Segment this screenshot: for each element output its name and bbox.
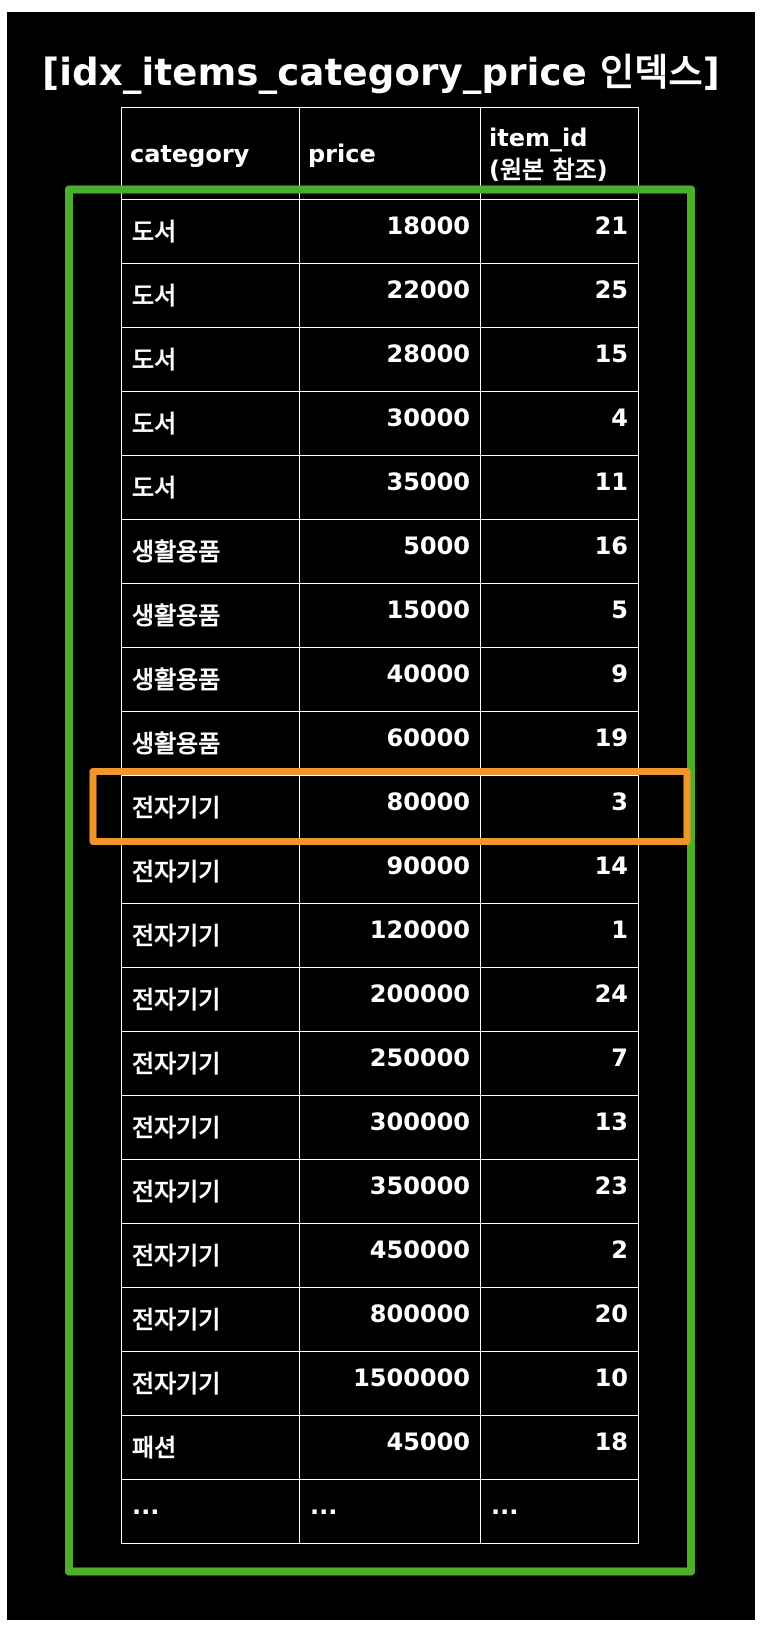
table-row: 도서 30000 4 <box>121 391 639 456</box>
diagram-canvas: [idx_items_category_price 인덱스] category … <box>7 12 755 1620</box>
cell-category: 도서 <box>121 455 300 520</box>
cell-category: 도서 <box>121 391 300 456</box>
header-item-id: item_id (원본 참조) <box>480 107 639 200</box>
cell-category: 생활용품 <box>121 519 300 584</box>
table-row: 전자기기 200000 24 <box>121 967 639 1032</box>
cell-category: 전자기기 <box>121 1095 300 1160</box>
table-row: 생활용품 60000 19 <box>121 711 639 776</box>
cell-item-id: 20 <box>480 1287 639 1352</box>
cell-price: 60000 <box>299 711 481 776</box>
cell-category: 전자기기 <box>121 1159 300 1224</box>
highlight-overlay <box>65 185 695 1576</box>
table-row: 전자기기 450000 2 <box>121 1223 639 1288</box>
table-row: 생활용품 15000 5 <box>121 583 639 648</box>
matched-row-box <box>89 768 691 845</box>
header-item-id-text: item_id (원본 참조) <box>489 123 608 184</box>
cell-category: 전자기기 <box>121 1223 300 1288</box>
cell-category: 생활용품 <box>121 583 300 648</box>
scan-range-box <box>65 185 695 1576</box>
cell-price: 45000 <box>299 1415 481 1480</box>
cell-item-id: 19 <box>480 711 639 776</box>
cell-category: 전자기기 <box>121 967 300 1032</box>
cell-item-id: 3 <box>480 775 639 840</box>
table-row: 생활용품 40000 9 <box>121 647 639 712</box>
table-row: ......... <box>121 1479 639 1544</box>
cell-item-id: 9 <box>480 647 639 712</box>
cell-item-id: 21 <box>480 199 639 264</box>
cell-item-id: 16 <box>480 519 639 584</box>
cell-price: 120000 <box>299 903 481 968</box>
table-row: 패션 45000 18 <box>121 1415 639 1480</box>
table-row: 도서 35000 11 <box>121 455 639 520</box>
cell-item-id: 15 <box>480 327 639 392</box>
table-row: 전자기기 300000 13 <box>121 1095 639 1160</box>
cell-item-id: 23 <box>480 1159 639 1224</box>
cell-item-id: ... <box>480 1479 639 1544</box>
table-row: 도서 22000 25 <box>121 263 639 328</box>
cell-category: 도서 <box>121 263 300 328</box>
cell-category: 전자기기 <box>121 1031 300 1096</box>
cell-item-id: 24 <box>480 967 639 1032</box>
cell-item-id: 25 <box>480 263 639 328</box>
cell-price: 30000 <box>299 391 481 456</box>
cell-price: 450000 <box>299 1223 481 1288</box>
cell-item-id: 1 <box>480 903 639 968</box>
cell-item-id: 13 <box>480 1095 639 1160</box>
cell-category: 전자기기 <box>121 1287 300 1352</box>
cell-item-id: 2 <box>480 1223 639 1288</box>
table-row: 전자기기 800000 20 <box>121 1287 639 1352</box>
cell-item-id: 4 <box>480 391 639 456</box>
cell-item-id: 5 <box>480 583 639 648</box>
cell-item-id: 11 <box>480 455 639 520</box>
table-row: 도서 18000 21 <box>121 199 639 264</box>
cell-category: 패션 <box>121 1415 300 1480</box>
cell-price: 300000 <box>299 1095 481 1160</box>
cell-price: 80000 <box>299 775 481 840</box>
cell-price: 40000 <box>299 647 481 712</box>
cell-price: 15000 <box>299 583 481 648</box>
table-row: 도서 28000 15 <box>121 327 639 392</box>
cell-item-id: 10 <box>480 1351 639 1416</box>
table-row: 전자기기 80000 3 <box>121 775 639 840</box>
cell-category: 생활용품 <box>121 647 300 712</box>
cell-category: 도서 <box>121 199 300 264</box>
cell-item-id: 18 <box>480 1415 639 1480</box>
diagram-title: [idx_items_category_price 인덱스] <box>42 51 720 94</box>
table-row: 전자기기 250000 7 <box>121 1031 639 1096</box>
cell-item-id: 7 <box>480 1031 639 1096</box>
cell-price: 35000 <box>299 455 481 520</box>
table-row: 전자기기 1500000 10 <box>121 1351 639 1416</box>
cell-category: 생활용품 <box>121 711 300 776</box>
cell-category: ... <box>121 1479 300 1544</box>
cell-price: ... <box>299 1479 481 1544</box>
table-row: 전자기기 350000 23 <box>121 1159 639 1224</box>
cell-category: 전자기기 <box>121 1351 300 1416</box>
cell-price: 1500000 <box>299 1351 481 1416</box>
cell-price: 28000 <box>299 327 481 392</box>
table-row: 전자기기 120000 1 <box>121 903 639 968</box>
cell-category: 도서 <box>121 327 300 392</box>
header-category: category <box>121 107 300 200</box>
